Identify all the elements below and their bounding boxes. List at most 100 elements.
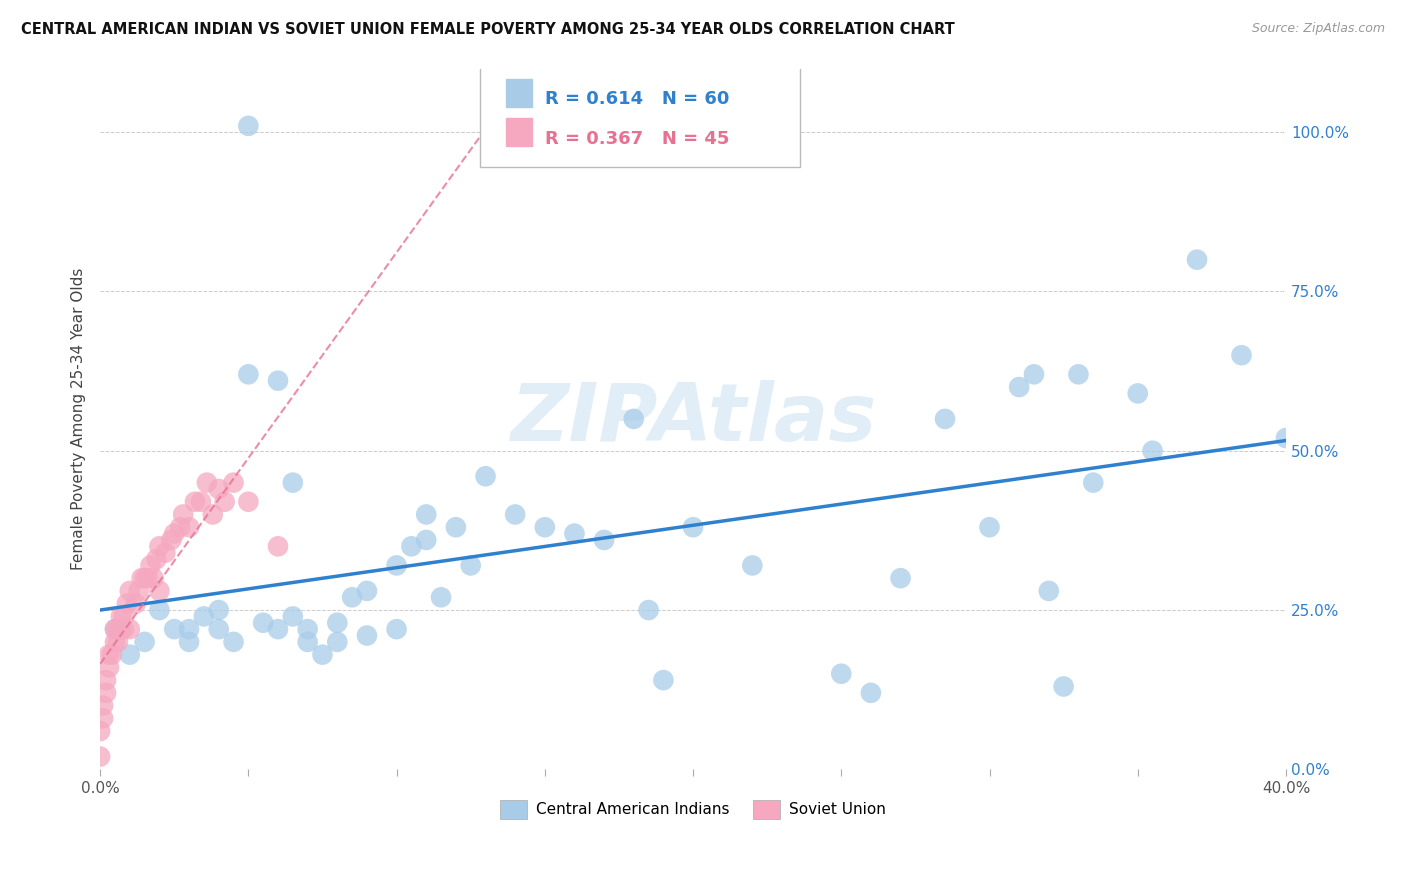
Point: [415, 533, 437, 547]
Point: [267, 622, 290, 636]
Point: [125, 597, 148, 611]
Point: [131, 571, 153, 585]
Point: [564, 526, 586, 541]
Point: [385, 622, 408, 636]
Point: [623, 412, 645, 426]
Point: [297, 622, 319, 636]
Point: [1038, 583, 1060, 598]
Point: [128, 583, 150, 598]
Point: [148, 583, 170, 598]
Point: [474, 469, 496, 483]
Point: [281, 475, 304, 490]
Point: [172, 508, 194, 522]
Point: [98, 660, 121, 674]
Point: [652, 673, 675, 687]
Point: [118, 583, 141, 598]
Point: [91, 698, 114, 713]
Point: [890, 571, 912, 585]
Point: [1275, 431, 1298, 445]
Point: [637, 603, 659, 617]
Y-axis label: Female Poverty Among 25-34 Year Olds: Female Poverty Among 25-34 Year Olds: [72, 268, 86, 570]
Point: [267, 539, 290, 553]
Point: [1230, 348, 1253, 362]
Point: [177, 622, 200, 636]
Point: [112, 609, 135, 624]
Text: ZIPAtlas: ZIPAtlas: [510, 380, 876, 458]
Point: [503, 508, 526, 522]
Point: [104, 622, 127, 636]
Point: [101, 648, 124, 662]
Point: [1185, 252, 1208, 267]
Point: [145, 552, 167, 566]
Point: [444, 520, 467, 534]
Point: [177, 635, 200, 649]
Point: [326, 615, 349, 630]
Point: [830, 666, 852, 681]
Point: [112, 622, 135, 636]
Point: [859, 686, 882, 700]
Point: [297, 635, 319, 649]
Point: [107, 635, 129, 649]
Point: [195, 475, 218, 490]
Point: [177, 520, 200, 534]
Point: [104, 635, 127, 649]
Point: [184, 494, 207, 508]
Point: [1126, 386, 1149, 401]
Point: [115, 597, 138, 611]
Text: R = 0.367   N = 45: R = 0.367 N = 45: [544, 129, 730, 147]
Text: CENTRAL AMERICAN INDIAN VS SOVIET UNION FEMALE POVERTY AMONG 25-34 YEAR OLDS COR: CENTRAL AMERICAN INDIAN VS SOVIET UNION …: [21, 22, 955, 37]
Point: [169, 520, 191, 534]
Point: [222, 635, 245, 649]
Point: [139, 558, 162, 573]
Point: [104, 622, 127, 636]
Point: [148, 539, 170, 553]
Point: [136, 571, 159, 585]
Point: [193, 609, 215, 624]
Point: [190, 494, 212, 508]
Point: [208, 622, 231, 636]
Point: [201, 508, 224, 522]
Point: [281, 609, 304, 624]
Point: [134, 571, 156, 585]
Point: [238, 494, 260, 508]
Point: [385, 558, 408, 573]
Point: [1083, 475, 1105, 490]
Point: [208, 482, 231, 496]
Point: [91, 711, 114, 725]
Point: [460, 558, 482, 573]
Bar: [506, 79, 531, 107]
Point: [401, 539, 423, 553]
Point: [1008, 380, 1031, 394]
Point: [1052, 680, 1074, 694]
Text: R = 0.614   N = 60: R = 0.614 N = 60: [544, 90, 730, 108]
Point: [110, 622, 132, 636]
Point: [252, 615, 274, 630]
Point: [222, 475, 245, 490]
Point: [741, 558, 763, 573]
Point: [110, 609, 132, 624]
Point: [593, 533, 616, 547]
Point: [89, 749, 111, 764]
Bar: [506, 118, 531, 145]
Point: [134, 635, 156, 649]
Point: [1142, 443, 1164, 458]
Point: [118, 622, 141, 636]
Point: [98, 648, 121, 662]
Text: Source: ZipAtlas.com: Source: ZipAtlas.com: [1251, 22, 1385, 36]
Point: [94, 686, 117, 700]
Point: [340, 591, 363, 605]
Point: [118, 648, 141, 662]
Point: [682, 520, 704, 534]
Point: [163, 526, 186, 541]
Point: [160, 533, 183, 547]
Point: [934, 412, 956, 426]
Point: [267, 374, 290, 388]
Point: [356, 628, 378, 642]
Point: [238, 119, 260, 133]
Point: [356, 583, 378, 598]
Point: [1067, 368, 1090, 382]
Point: [1022, 368, 1045, 382]
Point: [148, 603, 170, 617]
Point: [163, 622, 186, 636]
FancyBboxPatch shape: [479, 62, 800, 167]
